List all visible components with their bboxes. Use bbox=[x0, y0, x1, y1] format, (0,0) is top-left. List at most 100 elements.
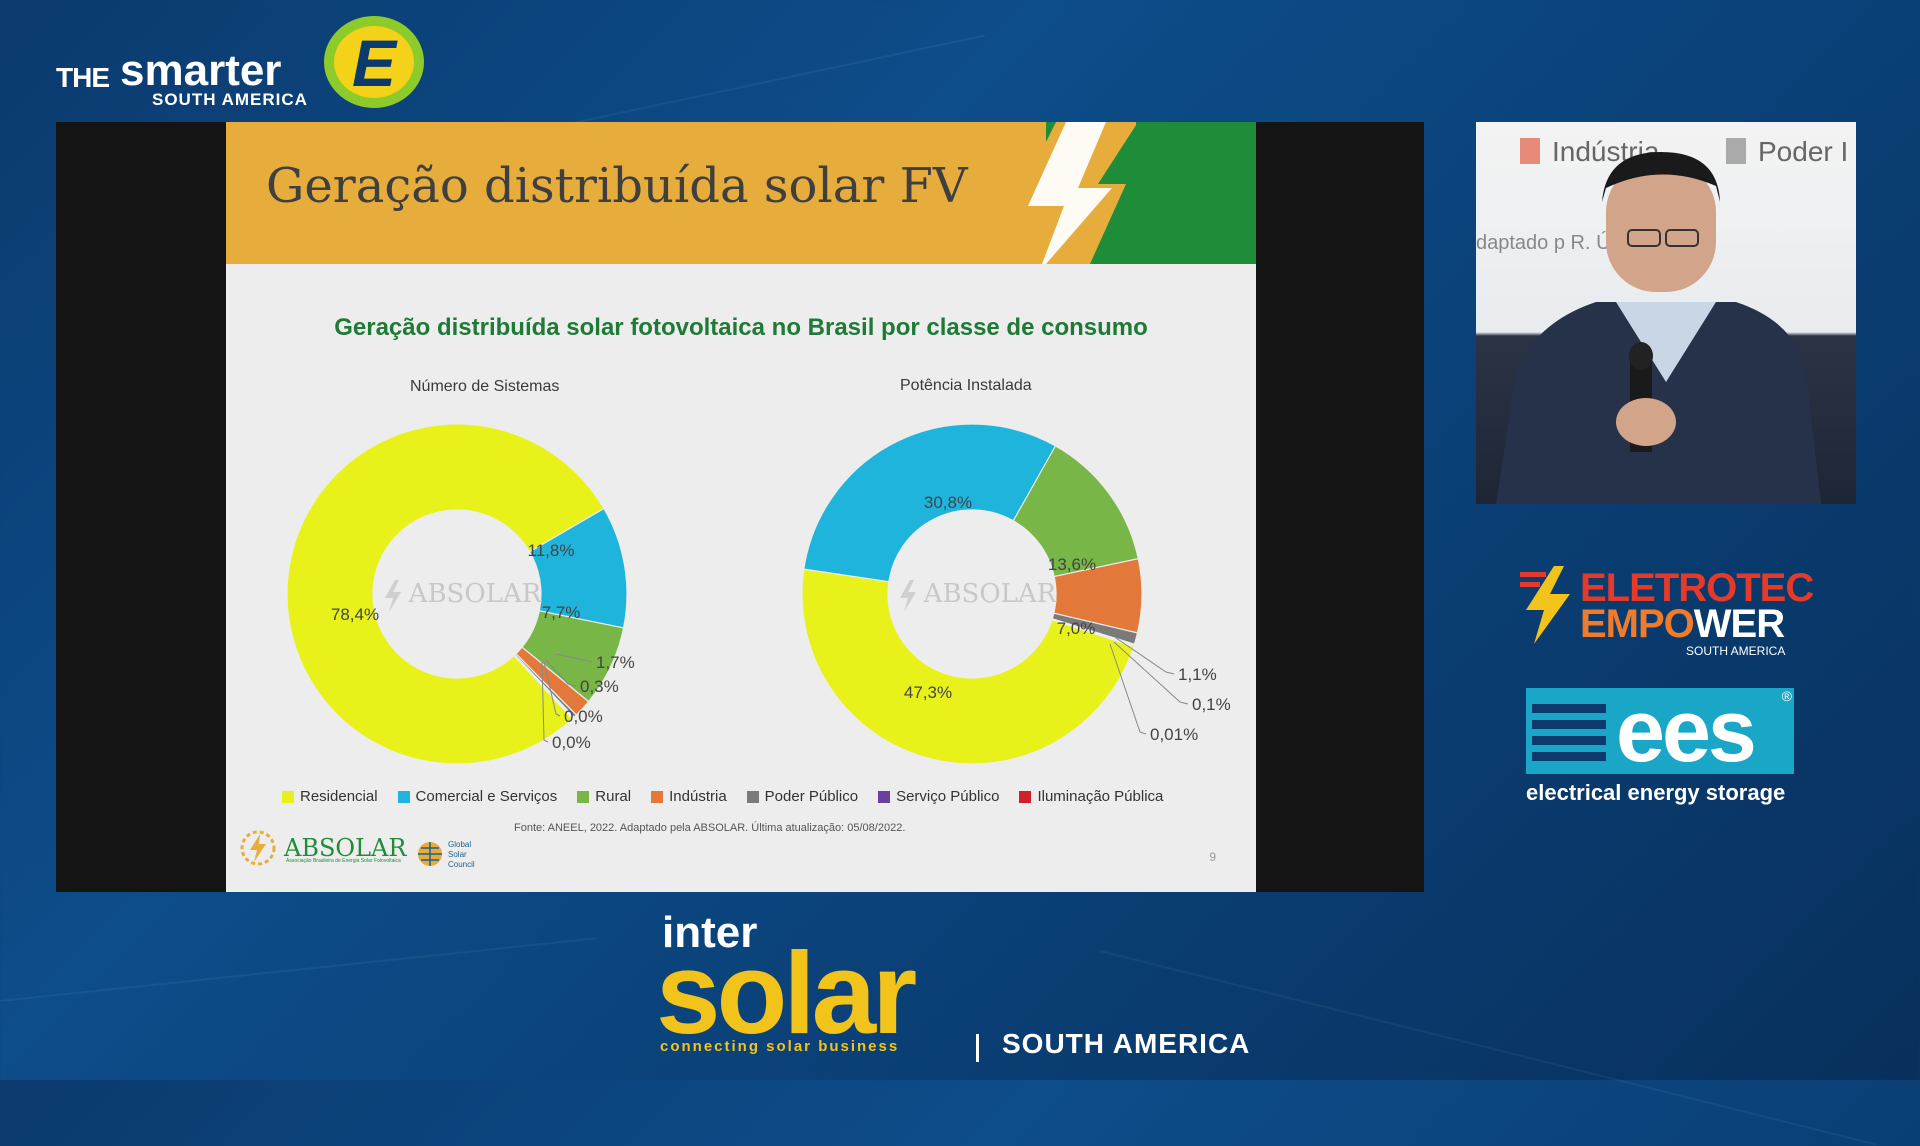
legend-swatch bbox=[397, 790, 410, 803]
data-label: 11,8% bbox=[528, 541, 575, 560]
leader-line bbox=[1109, 643, 1147, 735]
legend-item: Comercial e Serviços bbox=[397, 788, 558, 805]
slide: Geração distribuída solar FV Geração dis… bbox=[226, 122, 1256, 892]
legend-swatch bbox=[651, 790, 664, 803]
data-label: 13,6% bbox=[1048, 555, 1096, 574]
legend-label: Residencial bbox=[300, 788, 378, 805]
ees-stripe bbox=[1532, 736, 1606, 745]
gsc-line2: Solar bbox=[448, 850, 467, 859]
slice-1-1 bbox=[803, 423, 1057, 583]
legend-item: Poder Público bbox=[746, 788, 859, 805]
watermark-bolt-icon bbox=[385, 580, 401, 612]
ees-stripe bbox=[1532, 720, 1606, 729]
legend-item: Iluminação Pública bbox=[1019, 788, 1163, 805]
slide-title: Geração distribuída solar FV bbox=[266, 158, 968, 214]
eletrotec-line2: EMPOWER bbox=[1580, 602, 1785, 646]
speaker-bg-legend-b: Poder I bbox=[1726, 136, 1848, 168]
data-label: 78,4% bbox=[331, 605, 379, 624]
leader-line bbox=[543, 661, 561, 717]
globe-icon bbox=[418, 842, 442, 866]
legend-label: Iluminação Pública bbox=[1037, 788, 1164, 805]
donut-charts: ABSOLAR 78,4% 11,8% 7,7% 1,7% 0,3% 0,0% 0,0% ABS… bbox=[286, 423, 1231, 765]
watermark-bolt-icon bbox=[900, 580, 916, 612]
legend-item: Indústria bbox=[651, 788, 727, 805]
brand-region: SOUTH AMERICA bbox=[152, 90, 308, 109]
ees-logo: ees ® electrical energy storage bbox=[1526, 681, 1794, 808]
leader-line bbox=[1115, 637, 1175, 675]
chart-legend: Residencial Comercial e Serviços Rural Indú… bbox=[282, 788, 1183, 805]
the-smarter-e-logo: THE smarter SOUTH AMERICA E bbox=[56, 14, 436, 110]
leader-line bbox=[555, 653, 593, 663]
legend-swatch bbox=[1019, 790, 1032, 803]
intersolar-divider bbox=[976, 1034, 979, 1062]
intersolar-inter: inter bbox=[662, 908, 758, 957]
bolt-icon bbox=[1520, 566, 1570, 644]
brand-e: E bbox=[352, 26, 398, 100]
absolar-name: ABSOLAR bbox=[284, 834, 407, 862]
ees-box: ees ® bbox=[1526, 681, 1794, 780]
data-label: 1,1% bbox=[1178, 665, 1217, 684]
global-solar-council-logo: Global Solar Council bbox=[416, 830, 486, 874]
legend-item: Rural bbox=[577, 788, 631, 805]
data-label: 0,01% bbox=[1150, 725, 1198, 744]
legend-item: Residencial bbox=[282, 788, 378, 805]
brand-smarter: smarter bbox=[120, 46, 282, 95]
ees-registered: ® bbox=[1781, 688, 1792, 704]
brand-the: THE bbox=[56, 62, 110, 93]
legend-swatch bbox=[282, 790, 294, 803]
data-label: 1,7% bbox=[596, 653, 635, 672]
slide-footer: Fonte: ANEEL, 2022. Adaptado pela ABSOLA… bbox=[226, 822, 1256, 892]
legend-label: Poder Público bbox=[764, 788, 859, 805]
ees-stripe bbox=[1532, 704, 1606, 713]
leader-line bbox=[541, 661, 549, 743]
gsc-line1: Global bbox=[448, 840, 472, 849]
data-label: 47,3% bbox=[904, 683, 952, 702]
data-label: 30,8% bbox=[924, 493, 972, 512]
slice-1-0 bbox=[801, 568, 1135, 765]
data-label: 0,3% bbox=[580, 677, 619, 696]
pie-title-potencia: Potência Instalada bbox=[900, 377, 1032, 394]
ees-mark: ees bbox=[1616, 681, 1757, 780]
intersolar-logo: inter solar connecting solar business SO… bbox=[656, 908, 1296, 1068]
intersolar-region: SOUTH AMERICA bbox=[1002, 1028, 1251, 1059]
eletrotec-line1: ELETROTEC bbox=[1580, 566, 1814, 610]
e-logo-icon: E bbox=[324, 16, 424, 108]
intersolar-solar: solar bbox=[656, 928, 917, 1058]
page-number: 9 bbox=[1209, 850, 1216, 864]
absolar-logo: ABSOLAR Associação Brasileira de Energia… bbox=[238, 828, 406, 868]
speaker-video: Indústria Poder I daptado p R. Última at… bbox=[1476, 122, 1856, 504]
data-label: 0,0% bbox=[564, 707, 603, 726]
absolar-tagline: Associação Brasileira de Energia Solar F… bbox=[286, 858, 401, 864]
data-label: 7,7% bbox=[542, 603, 581, 622]
data-label: 0,0% bbox=[552, 733, 591, 752]
absolar-watermark: ABSOLAR bbox=[923, 579, 1058, 609]
intersolar-tagline: connecting solar business bbox=[660, 1038, 900, 1055]
data-label: 0,1% bbox=[1192, 695, 1231, 714]
pie-title-sistemas: Número de Sistemas bbox=[410, 378, 560, 395]
legend-label: Rural bbox=[595, 788, 632, 805]
legend-label: Serviço Público bbox=[896, 788, 1000, 805]
absolar-sun-icon bbox=[240, 830, 276, 866]
gsc-line3: Council bbox=[448, 860, 475, 869]
legend-label: Comercial e Serviços bbox=[415, 788, 558, 805]
eletrotec-region: SOUTH AMERICA bbox=[1686, 644, 1786, 658]
slide-header: Geração distribuída solar FV bbox=[226, 122, 1256, 264]
legend-label: Indústria bbox=[669, 788, 727, 805]
chart-title: Geração distribuída solar fotovoltaica n… bbox=[334, 314, 1148, 341]
legend-swatch bbox=[746, 790, 759, 803]
leader-line bbox=[1113, 641, 1189, 705]
lightning-bolt-icon bbox=[1006, 122, 1136, 264]
slice-0-0 bbox=[286, 423, 605, 765]
speaker-figure bbox=[1496, 152, 1821, 504]
legend-swatch bbox=[878, 790, 891, 803]
bg-line bbox=[0, 937, 597, 1002]
data-label: 7,0% bbox=[1057, 619, 1096, 638]
ees-stripe bbox=[1532, 752, 1606, 761]
leader-line bbox=[545, 659, 577, 687]
eletrotec-empower-logo: ELETROTEC EMPOWER SOUTH AMERICA bbox=[1520, 566, 1814, 658]
source-note: Fonte: ANEEL, 2022. Adaptado pela ABSOLA… bbox=[514, 822, 906, 834]
absolar-watermark: ABSOLAR bbox=[408, 579, 543, 609]
legend-swatch bbox=[577, 790, 590, 803]
ees-caption: electrical energy storage bbox=[1526, 780, 1786, 805]
legend-item: Serviço Público bbox=[878, 788, 999, 805]
